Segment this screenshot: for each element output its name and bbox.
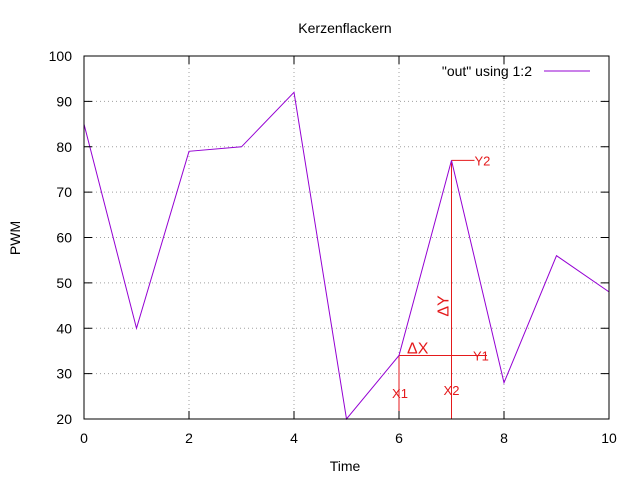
annotation-group: X1 X2 Y1 Y2 ΔX ΔY <box>392 153 490 419</box>
y1-label: Y1 <box>473 348 489 363</box>
grid-lines <box>84 56 609 419</box>
x-tick-label: 8 <box>500 430 508 446</box>
delta-x-label: ΔX <box>407 340 429 357</box>
x-tick-label: 2 <box>185 430 193 446</box>
y-tick-label: 30 <box>56 366 72 382</box>
delta-y-label: ΔY <box>436 295 453 317</box>
y-axis-label: PWM <box>7 221 23 255</box>
y-tick-label: 60 <box>56 230 72 246</box>
x-tick-label: 0 <box>80 430 88 446</box>
x-tick-label: 6 <box>395 430 403 446</box>
y-tick-label: 50 <box>56 275 72 291</box>
legend: "out" using 1:2 <box>442 63 590 79</box>
chart-title: Kerzenflackern <box>298 20 391 36</box>
y-tick-label: 70 <box>56 184 72 200</box>
legend-label: "out" using 1:2 <box>442 63 532 79</box>
axis-ticks: 0 2 4 6 8 10 20 30 40 50 60 70 80 90 100 <box>49 48 617 446</box>
x-axis-label: Time <box>330 458 361 474</box>
x1-label: X1 <box>392 386 408 401</box>
x2-label: X2 <box>444 383 460 398</box>
x-tick-label: 10 <box>601 430 617 446</box>
y-tick-label: 20 <box>56 411 72 427</box>
y-tick-label: 100 <box>49 48 73 64</box>
y-tick-label: 90 <box>56 93 72 109</box>
x-tick-label: 4 <box>290 430 298 446</box>
y-tick-label: 80 <box>56 139 72 155</box>
y-tick-label: 40 <box>56 320 72 336</box>
y2-label: Y2 <box>475 153 491 168</box>
